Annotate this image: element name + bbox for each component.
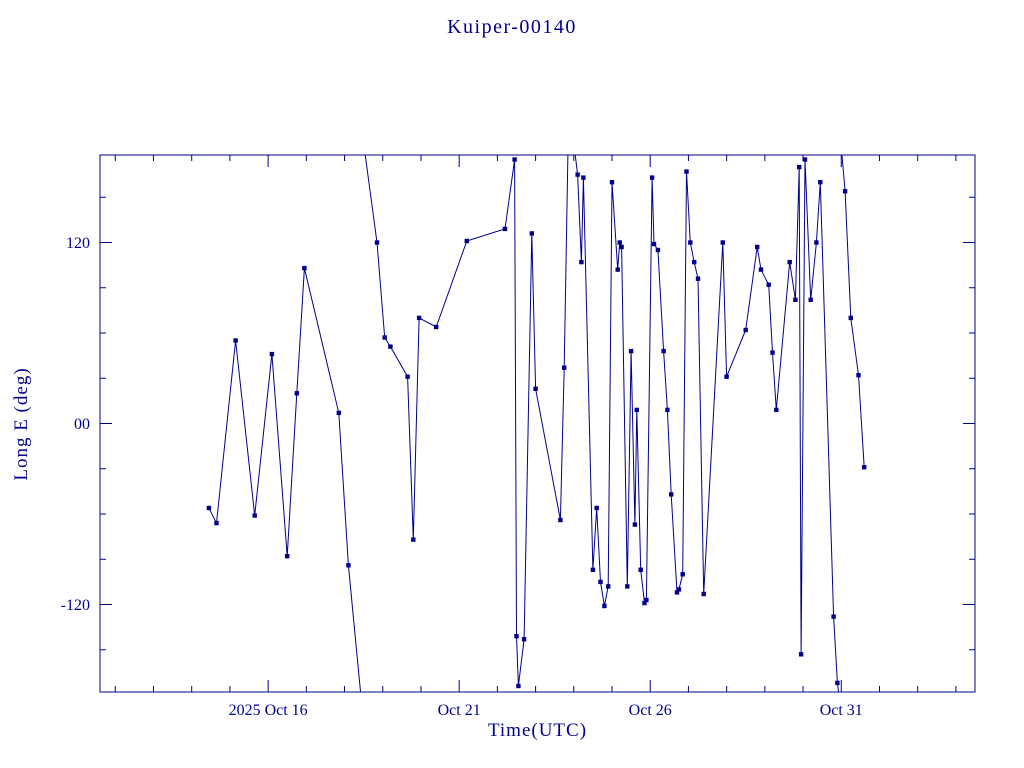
data-point-marker (382, 335, 387, 340)
data-point-marker (581, 175, 586, 180)
data-point-marker (831, 614, 836, 619)
x-tick-label: Oct 31 (820, 702, 863, 719)
data-point-marker (770, 350, 775, 355)
data-point-marker (674, 590, 680, 595)
data-point-marker (514, 634, 519, 639)
data-point-marker (405, 374, 410, 379)
y-tick-label: 00 (74, 416, 90, 433)
data-point-marker (269, 351, 275, 357)
data-point-marker (818, 180, 823, 185)
data-point-marker (808, 297, 813, 302)
data-point-marker (793, 297, 798, 302)
data-point-marker (680, 572, 685, 577)
data-point-marker (743, 327, 748, 333)
data-point-marker (848, 315, 853, 321)
data-point-marker (521, 637, 527, 642)
data-point-marker (766, 282, 771, 287)
data-point-marker (856, 373, 861, 378)
data-point-marker (464, 238, 469, 244)
plot-frame (99, 154, 976, 693)
data-point-marker (598, 579, 603, 585)
y-tick-label: -120 (61, 597, 90, 614)
data-point-marker (416, 315, 422, 321)
data-point-marker (214, 520, 219, 526)
x-tick-label: Oct 26 (629, 702, 672, 719)
data-point-marker (632, 522, 638, 527)
data-point-marker (701, 591, 706, 597)
data-point-marker (787, 259, 792, 265)
x-tick-label: 2025 Oct 16 (229, 702, 308, 719)
data-point-marker (594, 505, 599, 511)
data-point-marker (294, 391, 299, 396)
data-point-marker (661, 348, 666, 354)
data-point-marker (625, 584, 630, 589)
data-point-marker (669, 492, 674, 497)
data-point-marker (758, 267, 764, 272)
data-point-marker (252, 513, 257, 518)
data-point-marker (388, 344, 393, 349)
data-point-marker (609, 180, 615, 185)
data-point-marker (798, 652, 804, 657)
data-point-marker (529, 231, 534, 236)
data-point-marker (434, 324, 439, 330)
data-point-marker (688, 240, 693, 245)
data-point-marker (802, 157, 808, 162)
data-point-marker (842, 189, 848, 194)
data-point-marker (628, 348, 634, 354)
data-point-marker (634, 407, 639, 413)
data-point-marker (692, 259, 697, 265)
data-point-marker (346, 563, 351, 568)
data-point-marker (835, 680, 840, 686)
data-point-marker (862, 465, 867, 470)
data-point-marker (638, 567, 643, 572)
data-point-marker (615, 267, 620, 272)
y-tick-label: 120 (66, 235, 90, 252)
data-point-marker (558, 517, 563, 523)
data-series-line (841, 155, 865, 468)
data-series-line (364, 155, 569, 687)
data-point-marker (562, 365, 567, 370)
data-point-marker (649, 175, 655, 180)
data-point-marker (516, 683, 521, 689)
data-point-marker (665, 407, 670, 413)
data-point-marker (285, 554, 290, 559)
data-point-marker (619, 244, 624, 250)
data-series-group (206, 155, 867, 692)
data-point-marker (684, 169, 689, 174)
data-point-marker (724, 374, 729, 379)
x-axis-label: Time(UTC) (487, 720, 588, 741)
data-point-marker (336, 410, 341, 416)
data-point-marker (374, 240, 380, 245)
data-point-marker (676, 587, 682, 592)
data-point-marker (695, 276, 701, 281)
data-point-marker (302, 265, 307, 271)
data-point-marker (655, 247, 661, 253)
data-point-marker (602, 603, 607, 609)
data-point-marker (579, 259, 584, 265)
data-point-marker (206, 505, 212, 511)
data-point-marker (651, 241, 657, 247)
data-point-marker (590, 567, 596, 572)
data-point-marker (233, 338, 238, 343)
data-point-marker (512, 157, 517, 162)
data-point-marker (575, 172, 580, 177)
chart-title: Kuiper-00140 (447, 16, 577, 38)
data-point-marker (533, 386, 538, 391)
x-tick-label: Oct 21 (438, 702, 481, 719)
data-point-marker (774, 407, 779, 413)
data-point-marker (797, 164, 802, 170)
data-series-line (208, 267, 362, 692)
data-point-marker (606, 584, 611, 589)
data-point-marker (411, 537, 416, 542)
data-series-line (574, 155, 840, 692)
data-point-marker (814, 240, 819, 245)
data-point-marker (644, 597, 649, 603)
data-point-marker (720, 240, 725, 245)
data-point-marker (755, 244, 760, 250)
data-point-marker (502, 226, 508, 232)
data-point-marker (642, 600, 647, 606)
data-point-marker (617, 240, 622, 245)
